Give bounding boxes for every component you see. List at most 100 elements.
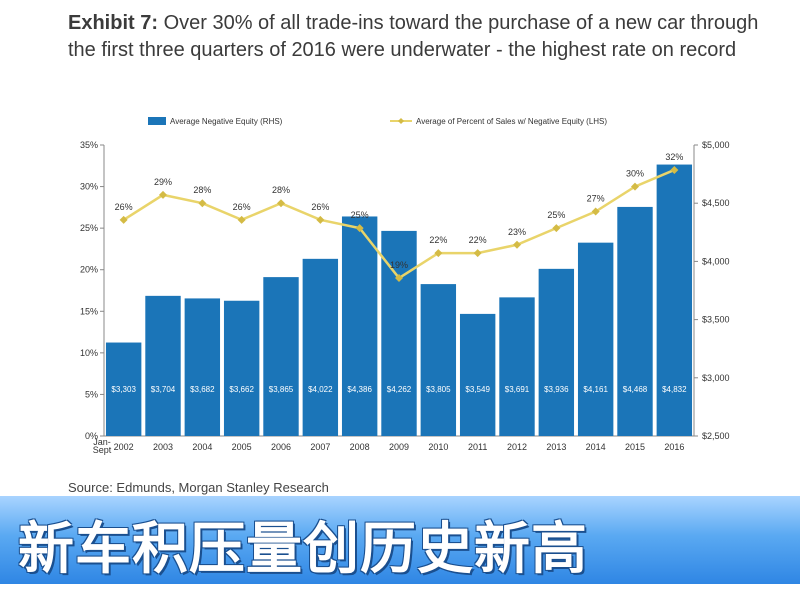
y-left-tick-label: 30% xyxy=(80,182,98,192)
bar-value-label: $3,682 xyxy=(190,385,215,394)
bar-value-label: $4,262 xyxy=(387,385,412,394)
y-right-tick-label: $5,000 xyxy=(702,140,730,150)
line-value-label: 26% xyxy=(115,202,133,212)
line-value-label: 26% xyxy=(311,202,329,212)
bar xyxy=(656,164,693,436)
combo-chart: Average Negative Equity (RHS) Average of … xyxy=(80,117,730,455)
y-left-tick-label: 0% xyxy=(85,431,98,441)
x-tick-label: 2006 xyxy=(271,442,291,452)
title-lead: Exhibit 7: xyxy=(68,12,159,34)
bar xyxy=(617,206,653,436)
bar-value-label: $4,468 xyxy=(623,385,648,394)
line-point xyxy=(198,199,207,208)
bar xyxy=(420,284,457,436)
line-value-label: 26% xyxy=(233,202,251,212)
bar xyxy=(499,297,535,436)
x-tick-label: 2011 xyxy=(468,442,487,452)
bar xyxy=(459,313,496,436)
source-note: Source: Edmunds, Morgan Stanley Research xyxy=(68,480,329,495)
line-point xyxy=(631,182,639,191)
line-value-label: 22% xyxy=(429,235,447,245)
bar xyxy=(223,300,260,436)
line-value-label: 23% xyxy=(508,227,526,237)
x-extra-label: Sept xyxy=(93,445,112,455)
x-tick-label: 2002 xyxy=(114,442,134,452)
x-tick-label: 2005 xyxy=(232,442,252,452)
bar-value-label: $3,936 xyxy=(544,385,569,394)
bar-value-label: $3,662 xyxy=(229,385,254,394)
y-left-tick-label: 35% xyxy=(80,140,98,150)
chart-title: Exhibit 7: Over 30% of all trade-ins tow… xyxy=(68,10,768,64)
x-tick-label: 2007 xyxy=(310,442,330,452)
bar-value-label: $4,832 xyxy=(662,385,687,394)
bar xyxy=(538,268,575,436)
y-left-tick-label: 25% xyxy=(80,223,98,233)
line-value-label: 28% xyxy=(193,185,211,195)
legend-swatch-marker xyxy=(398,118,404,124)
x-tick-label: 2013 xyxy=(546,442,566,452)
line-point xyxy=(355,224,364,233)
legend-label-bar: Average Negative Equity (RHS) xyxy=(170,117,283,126)
legend-swatch-bar xyxy=(148,117,166,125)
line-value-label: 28% xyxy=(272,185,290,195)
line-point xyxy=(316,215,325,224)
bar-value-label: $3,704 xyxy=(151,385,176,394)
bar-value-label: $3,691 xyxy=(505,385,530,394)
line-value-label: 19% xyxy=(390,260,408,270)
x-tick-label: 2014 xyxy=(586,442,606,452)
y-right-tick-label: $3,000 xyxy=(702,373,730,383)
bar xyxy=(145,295,181,436)
line-point xyxy=(473,249,482,258)
x-extra-label: Jan- xyxy=(93,437,111,447)
line-value-label: 22% xyxy=(469,235,487,245)
bar-value-label: $3,303 xyxy=(111,385,136,394)
line-value-label: 25% xyxy=(351,210,369,220)
data-labels: $3,303 $3,704 $3,682 $3,662 $3,865 $4,022 $4,3… xyxy=(111,152,687,394)
line-value-label: 32% xyxy=(665,152,683,162)
line-point xyxy=(513,240,521,249)
x-tick-label: 2003 xyxy=(153,442,173,452)
y-right-tick-label: $3,500 xyxy=(702,315,730,325)
legend: Average Negative Equity (RHS) Average of … xyxy=(148,117,607,126)
bar xyxy=(105,342,142,436)
x-tick-label: 2004 xyxy=(192,442,212,452)
bar-value-label: $3,549 xyxy=(465,385,490,394)
y-left-tick-label: 5% xyxy=(85,389,98,399)
bar xyxy=(302,258,339,436)
line-point xyxy=(552,224,561,233)
y-left-tick-label: 15% xyxy=(80,306,98,316)
bar xyxy=(577,242,614,436)
y-right-tick-label: $4,000 xyxy=(702,256,730,266)
bar-series xyxy=(105,164,693,436)
bar-value-label: $4,022 xyxy=(308,385,333,394)
line-point xyxy=(434,249,443,258)
line-value-label: 27% xyxy=(587,194,605,204)
bar xyxy=(341,216,378,436)
caption-banner: 新车积压量创历史新高 xyxy=(0,496,800,584)
bar xyxy=(263,277,299,436)
bar xyxy=(381,230,417,436)
line-point xyxy=(591,207,600,216)
y-right-tick-label: $2,500 xyxy=(702,431,730,441)
legend-label-line: Average of Percent of Sales w/ Negative … xyxy=(416,117,607,126)
line-point xyxy=(237,215,246,224)
bar-value-label: $4,386 xyxy=(347,385,372,394)
y-right-tick-label: $4,500 xyxy=(702,198,730,208)
x-tick-label: 2009 xyxy=(389,442,409,452)
x-tick-label: 2016 xyxy=(664,442,684,452)
line-point xyxy=(277,199,285,208)
bar-value-label: $3,865 xyxy=(269,385,294,394)
line-point xyxy=(119,215,128,224)
bar-value-label: $3,805 xyxy=(426,385,451,394)
x-tick-label: 2008 xyxy=(350,442,370,452)
axes: 0% 5% 10% 15% 20% 25% 30% 35% $2,500 $3,000 $3,500… xyxy=(80,140,730,455)
title-rest: Over 30% of all trade-ins toward the pur… xyxy=(68,12,759,61)
bar-value-label: $4,161 xyxy=(583,385,608,394)
line-value-label: 29% xyxy=(154,177,172,187)
line-point xyxy=(159,190,167,199)
y-left-tick-label: 10% xyxy=(80,348,98,358)
line-value-label: 30% xyxy=(626,169,644,179)
line-point xyxy=(395,274,403,283)
x-tick-label: 2015 xyxy=(625,442,645,452)
y-left-tick-label: 20% xyxy=(80,265,98,275)
